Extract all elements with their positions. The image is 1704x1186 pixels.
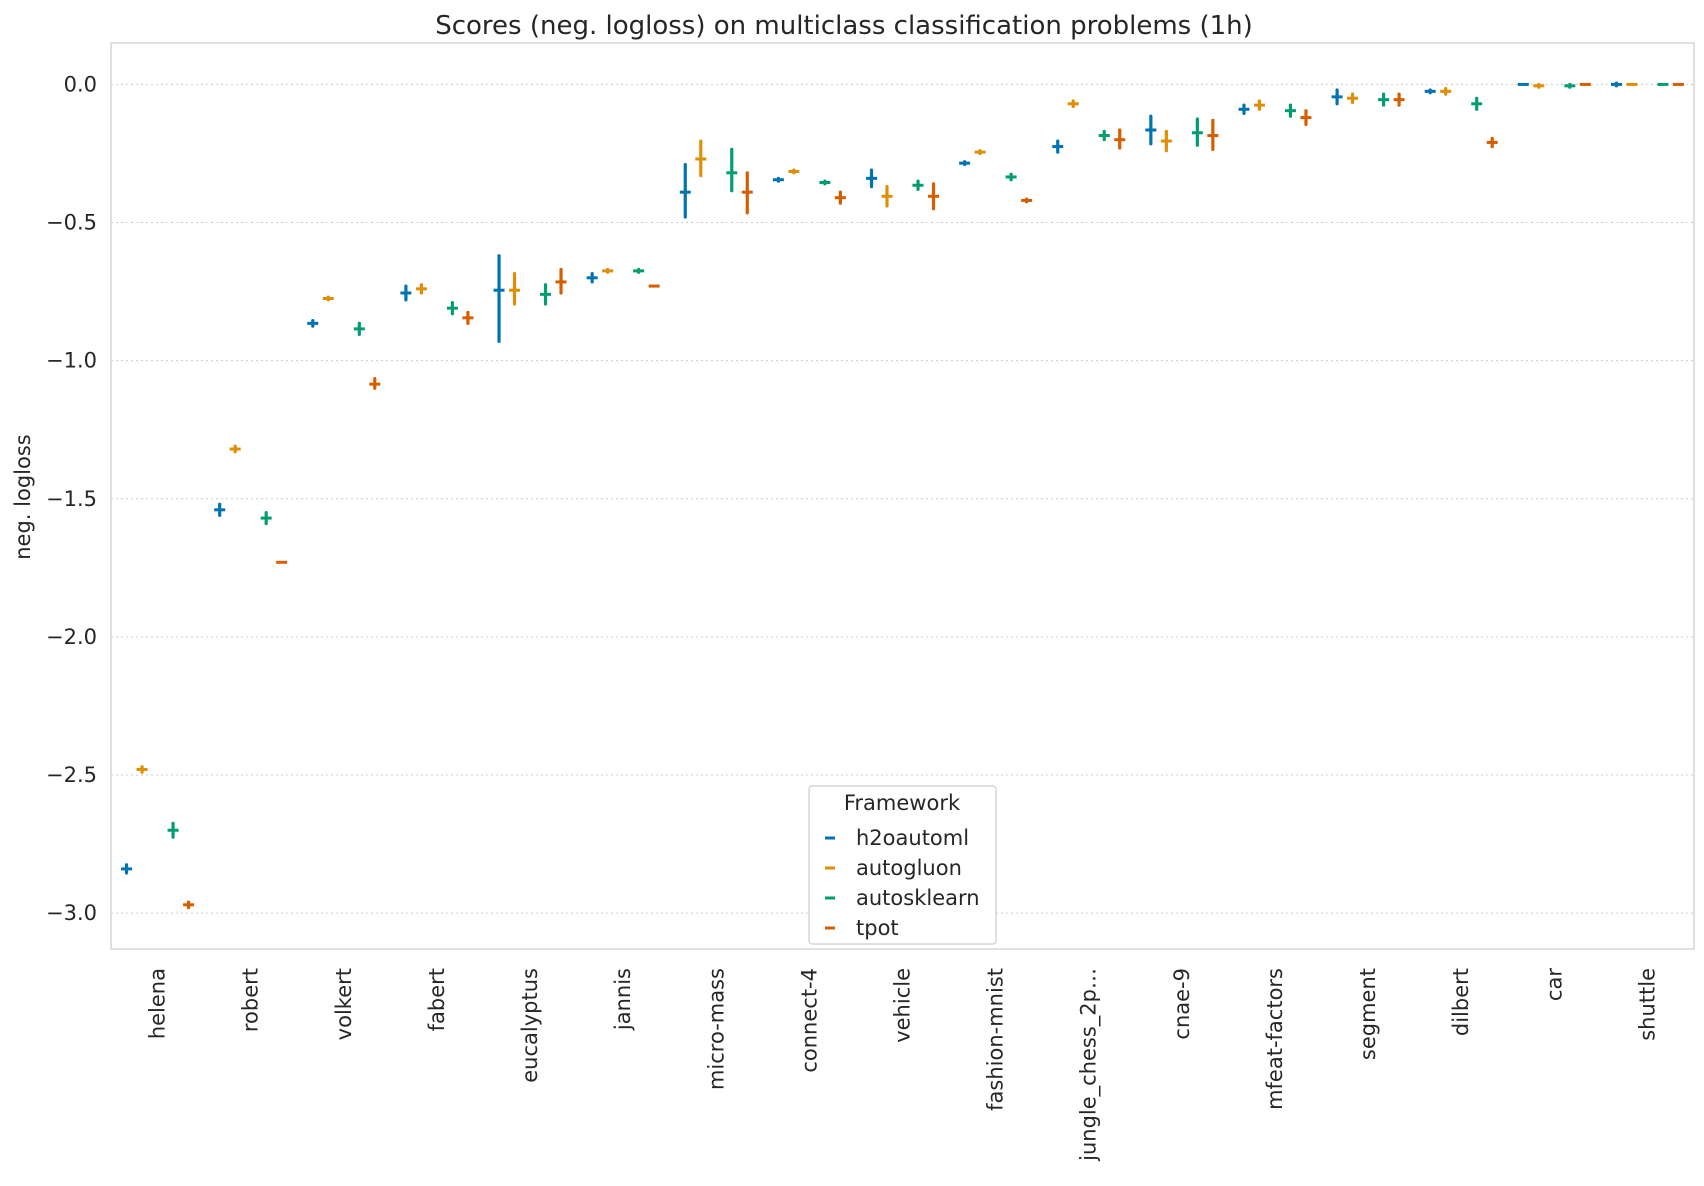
legend-label: autosklearn [856, 886, 980, 910]
series-autosklearn [167, 82, 1669, 839]
x-tick-label: jannis [611, 968, 635, 1031]
legend-box [808, 785, 997, 945]
y-axis-ticks: 0.0 −0.5 −1.0 −1.5 −2.0 −2.5 −3.0 [46, 72, 97, 925]
x-tick-label: mfeat-factors [1263, 968, 1287, 1110]
series-autogluon [136, 82, 1638, 774]
y-tick-label: 0.0 [64, 72, 97, 96]
y-tick-label: −1.0 [46, 349, 97, 373]
x-tick-label: fashion-mnist [984, 968, 1008, 1111]
x-tick-label: helena [146, 968, 170, 1039]
x-tick-label: fabert [425, 968, 449, 1031]
x-tick-label: micro-mass [704, 968, 728, 1090]
y-tick-label: −0.5 [46, 211, 97, 235]
y-tick-label: −2.5 [46, 763, 97, 787]
x-tick-label: car [1542, 968, 1566, 1001]
y-tick-label: −3.0 [46, 901, 97, 925]
plot-frame [110, 42, 1695, 950]
legend: Framework h2oautoml autogluon autosklearn t… [808, 785, 997, 945]
x-tick-label: vehicle [891, 968, 915, 1043]
series-h2oautoml [121, 81, 1622, 875]
x-tick-label: cnae-9 [1170, 968, 1194, 1040]
legend-title: Framework [844, 791, 961, 815]
x-tick-label: connect-4 [797, 968, 821, 1073]
x-axis-ticks: helena robert volkert fabert eucalyptus janni… [146, 968, 1660, 1162]
y-axis-label: neg. logloss [11, 434, 35, 560]
legend-label: tpot [856, 916, 899, 940]
x-tick-label: segment [1356, 968, 1380, 1060]
error-bars [121, 81, 1684, 910]
x-tick-label: volkert [332, 968, 356, 1040]
legend-label: h2oautoml [856, 826, 969, 850]
x-tick-label: robert [239, 968, 263, 1032]
x-tick-label: dilbert [1449, 968, 1473, 1036]
series-tpot [183, 82, 1684, 910]
legend-label: autogluon [856, 856, 962, 880]
x-tick-label: eucalyptus [518, 968, 542, 1083]
chart-title: Scores (neg. logloss) on multiclass clas… [435, 11, 1253, 41]
y-tick-label: −1.5 [46, 487, 97, 511]
x-tick-label: jungle_chess_2p… [1077, 968, 1102, 1162]
x-tick-label: shuttle [1635, 968, 1659, 1041]
y-tick-label: −2.0 [46, 625, 97, 649]
